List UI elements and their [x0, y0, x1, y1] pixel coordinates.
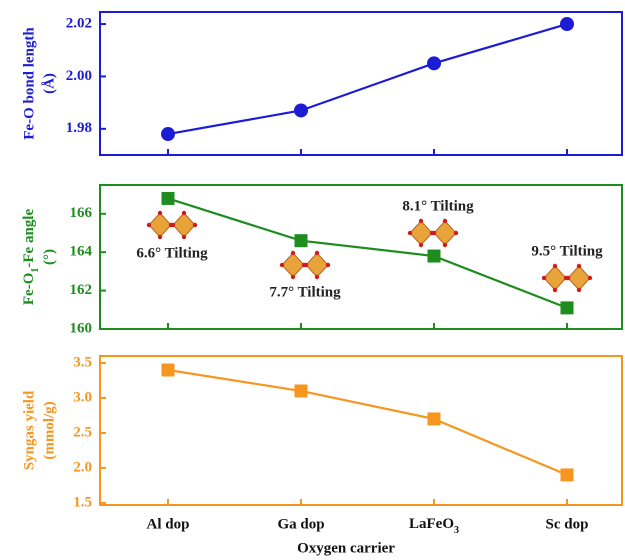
oxygen-atom: [431, 230, 437, 236]
octahedron: [148, 212, 172, 238]
oxygen-atom: [181, 234, 187, 240]
oxygen-atom: [565, 275, 571, 281]
oxygen-atom: [325, 262, 331, 268]
oxygen-atom: [146, 222, 152, 228]
annotation: 9.5° Tilting: [531, 243, 603, 259]
octahedron-icon: [170, 210, 198, 240]
oxygen-atom: [303, 262, 309, 268]
octahedron-icon: [431, 218, 459, 248]
octahedron: [567, 265, 591, 291]
oxygen-atom: [552, 263, 558, 269]
oxygen-atom: [314, 274, 320, 280]
y-tick-label: 3.0: [73, 389, 92, 405]
y-axis-label: Syngas yield: [21, 390, 37, 470]
octahedron-icon: [407, 218, 435, 248]
y-tick-label: 1.98: [66, 120, 92, 136]
octahedron: [409, 220, 433, 246]
plot-frame: [99, 11, 623, 156]
oxygen-atom: [576, 263, 582, 269]
marker: [560, 468, 574, 482]
y-tick-label: 2.5: [73, 424, 92, 440]
octahedron: [172, 212, 196, 238]
plot-frame: [99, 355, 623, 506]
oxygen-atom: [157, 234, 163, 240]
oxygen-atom: [181, 210, 187, 216]
line: [167, 197, 568, 309]
x-tick-label: Al dop: [147, 516, 190, 532]
marker: [294, 234, 308, 248]
oxygen-atom: [552, 287, 558, 293]
oxygen-atom: [314, 250, 320, 256]
oxygen-atom: [442, 242, 448, 248]
marker: [427, 56, 441, 71]
octahedron-icon: [146, 210, 174, 240]
y-axis-label: Fe-O bond length: [21, 27, 37, 140]
y-tick-label: 162: [70, 282, 93, 298]
octahedron: [305, 252, 329, 278]
oxygen-atom: [418, 242, 424, 248]
annotation: 7.7° Tilting: [269, 284, 341, 300]
oxygen-atom: [442, 218, 448, 224]
y-tick-label: 1.5: [73, 494, 92, 510]
marker: [560, 17, 574, 32]
plot-frame: [99, 184, 623, 330]
marker: [294, 103, 308, 118]
oxygen-atom: [170, 222, 176, 228]
y-tick-label: 3.5: [73, 354, 92, 370]
y-axis-label: (°): [41, 249, 57, 265]
y-axis-label: (mmol/g): [41, 401, 57, 459]
octahedron-icon: [279, 250, 307, 280]
x-axis-label: Oxygen carrier: [297, 540, 395, 556]
marker: [161, 127, 175, 142]
oxygen-atom: [541, 275, 547, 281]
y-tick-label: 2.00: [66, 68, 92, 84]
y-axis-label: (Å): [41, 73, 57, 94]
marker: [161, 191, 175, 205]
oxygen-atom: [279, 262, 285, 268]
x-tick-label: Ga dop: [277, 516, 324, 532]
x-tick-label: Sc dop: [546, 516, 589, 532]
oxygen-atom: [290, 250, 296, 256]
x-tick-label: LaFeO3: [409, 516, 459, 535]
marker: [161, 363, 175, 377]
y-tick-label: 166: [70, 205, 93, 221]
marker: [294, 384, 308, 398]
y-tick-label: 2.0: [73, 459, 92, 475]
line: [167, 22, 568, 136]
annotation: 8.1° Tilting: [402, 198, 474, 214]
oxygen-atom: [157, 210, 163, 216]
oxygen-atom: [418, 218, 424, 224]
oxygen-atom: [192, 222, 198, 228]
octahedron-icon: [565, 263, 593, 293]
octahedron-icon: [303, 250, 331, 280]
y-tick-label: 160: [70, 320, 93, 336]
y-tick-label: 164: [70, 244, 93, 260]
octahedron: [543, 265, 567, 291]
line: [167, 368, 568, 476]
oxygen-atom: [453, 230, 459, 236]
annotation: 6.6° Tilting: [136, 245, 208, 261]
octahedron: [433, 220, 457, 246]
marker: [427, 412, 441, 426]
octahedron: [281, 252, 305, 278]
marker: [427, 249, 441, 263]
oxygen-atom: [407, 230, 413, 236]
y-axis-label: Fe-O1-Fe angle: [21, 209, 40, 306]
marker: [560, 301, 574, 315]
oxygen-atom: [290, 274, 296, 280]
y-tick-label: 2.02: [66, 15, 92, 31]
oxygen-atom: [587, 275, 593, 281]
oxygen-atom: [576, 287, 582, 293]
octahedron-icon: [541, 263, 569, 293]
